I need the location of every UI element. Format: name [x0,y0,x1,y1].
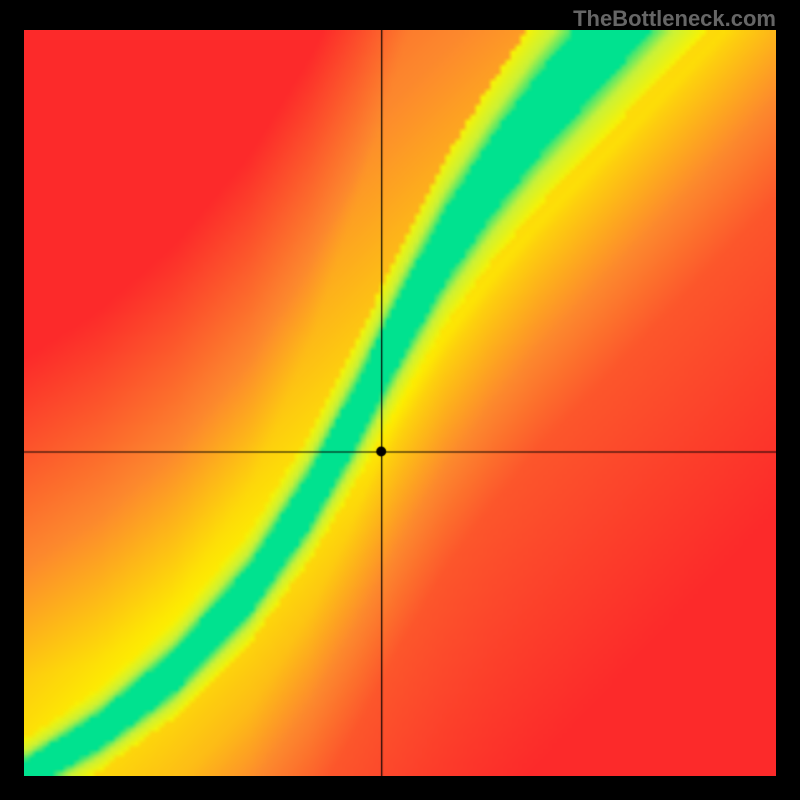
bottleneck-heatmap [24,30,776,776]
figure-container: TheBottleneck.com [0,0,800,800]
watermark-label: TheBottleneck.com [573,6,776,32]
